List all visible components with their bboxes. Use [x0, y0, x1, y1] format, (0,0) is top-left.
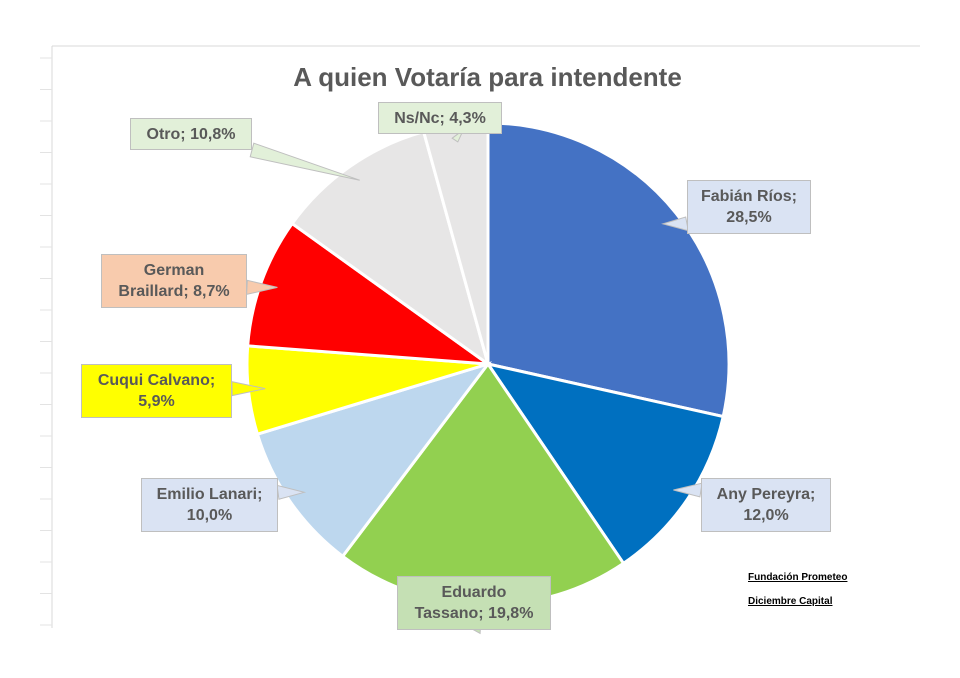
- slice-label: Fabián Ríos; 28,5%: [687, 180, 811, 234]
- slice-label: Any Pereyra; 12,0%: [701, 478, 831, 532]
- pie-slice: [255, 361, 492, 559]
- slice-label: German Braillard; 8,7%: [101, 254, 247, 308]
- label-pointer: [276, 484, 307, 500]
- slice-label: Otro; 10,8%: [130, 118, 252, 150]
- date-note: Diciembre Capital: [748, 596, 833, 607]
- slice-label: Ns/Nc; 4,3%: [378, 102, 502, 134]
- chart-frame: [40, 45, 920, 628]
- pie-chart: [245, 121, 731, 607]
- pie-slice: [484, 361, 725, 566]
- pie-slice: [486, 121, 731, 419]
- label-pointer: [231, 380, 266, 397]
- label-pointer: [249, 142, 360, 181]
- slice-label: Cuqui Calvano; 5,9%: [81, 364, 232, 418]
- label-pointer: [246, 279, 278, 296]
- slice-label: Eduardo Tassano; 19,8%: [397, 576, 551, 630]
- chart-title: A quien Votaría para intendente: [293, 62, 682, 92]
- pie-slice: [246, 221, 494, 366]
- source-note: Fundación Prometeo: [748, 572, 848, 583]
- slice-label: Emilio Lanari; 10,0%: [141, 478, 278, 532]
